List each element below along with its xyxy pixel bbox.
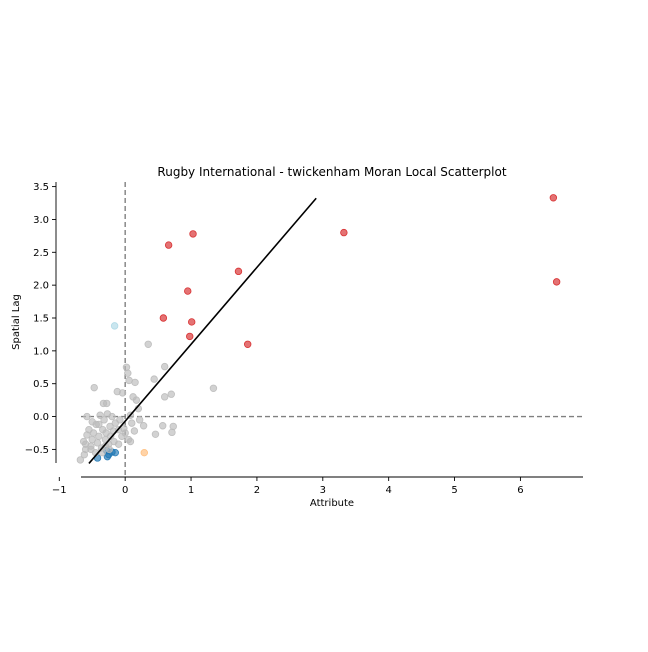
data-point-ns bbox=[108, 412, 116, 421]
data-point-ns bbox=[103, 399, 111, 408]
data-points bbox=[76, 194, 561, 464]
regression-line-group bbox=[88, 197, 317, 464]
x-tick-label: 3 bbox=[320, 485, 326, 496]
data-point-ns bbox=[151, 430, 160, 438]
data-point-hh bbox=[186, 332, 194, 341]
data-point-hh bbox=[189, 230, 197, 238]
data-point-ns bbox=[95, 432, 103, 440]
x-axis-label: Attribute bbox=[310, 498, 354, 509]
x-tick-label: 5 bbox=[451, 485, 457, 496]
data-point-ns bbox=[116, 416, 124, 424]
data-point-ns bbox=[124, 369, 132, 377]
x-tick-label: 4 bbox=[385, 485, 391, 496]
data-point-ns bbox=[92, 420, 100, 429]
axes: −1 0 1 2 3 4 5 6 −0.5 0.0 0.5 1.0 1.5 2.0 2.5 3.0 3.5 bbox=[25, 182, 583, 496]
x-tick-label: 1 bbox=[188, 485, 194, 496]
data-point-ns bbox=[209, 384, 218, 393]
data-point-ns bbox=[131, 378, 139, 387]
y-tick-label: 2.5 bbox=[33, 248, 49, 259]
chart-title: Rugby International - twickenham Moran L… bbox=[157, 165, 506, 179]
x-tick-label: 2 bbox=[254, 485, 260, 496]
y-tick-label: 3.0 bbox=[33, 215, 49, 226]
data-point-ns bbox=[128, 419, 136, 427]
data-point-ns bbox=[83, 412, 91, 421]
data-point-hh bbox=[549, 194, 558, 202]
data-point-hh bbox=[159, 314, 168, 322]
data-point-ns bbox=[160, 393, 169, 401]
data-point-hh bbox=[243, 340, 252, 348]
x-tick-label: −1 bbox=[52, 485, 67, 496]
y-axis-label: Spatial Lag bbox=[11, 294, 22, 350]
y-tick-label: 2.0 bbox=[33, 281, 49, 292]
data-point-hh bbox=[188, 318, 196, 326]
data-point-ns bbox=[167, 390, 175, 398]
regression-line bbox=[88, 197, 317, 464]
data-point-ns bbox=[130, 427, 139, 435]
y-tick-label: 3.5 bbox=[33, 182, 49, 193]
data-point-hh bbox=[340, 228, 348, 237]
data-point-ns bbox=[105, 445, 114, 454]
data-point-ns bbox=[90, 383, 98, 392]
data-point-ns bbox=[168, 428, 176, 437]
data-point-ns bbox=[159, 422, 167, 430]
data-point-ll bbox=[111, 448, 119, 457]
data-point-ns bbox=[100, 416, 108, 424]
x-tick-label: 0 bbox=[122, 485, 128, 496]
data-point-lh bbox=[110, 322, 119, 330]
reference-lines bbox=[81, 182, 583, 477]
data-point-ns bbox=[132, 396, 141, 404]
data-point-ns bbox=[150, 375, 158, 383]
data-point-ns bbox=[169, 422, 177, 431]
data-point-ns bbox=[89, 429, 98, 437]
data-point-ns bbox=[122, 363, 131, 371]
data-point-ns bbox=[139, 422, 148, 430]
data-point-ns bbox=[87, 445, 95, 454]
data-point-ll bbox=[103, 452, 112, 461]
x-tick-label: 6 bbox=[517, 485, 523, 496]
data-point-ns bbox=[126, 437, 135, 446]
data-point-ns bbox=[135, 416, 144, 424]
data-point-hl bbox=[140, 448, 148, 457]
data-point-ns bbox=[160, 362, 169, 371]
y-tick-label: −0.5 bbox=[25, 445, 49, 456]
data-point-hh bbox=[184, 287, 192, 295]
data-point-ns bbox=[121, 429, 129, 437]
y-tick-label: 1.0 bbox=[33, 346, 49, 357]
data-point-ns bbox=[96, 411, 104, 419]
y-tick-label: 0.5 bbox=[33, 379, 49, 390]
y-tick-label: 1.5 bbox=[33, 314, 49, 325]
data-point-ns bbox=[81, 440, 90, 448]
data-point-hh bbox=[164, 241, 173, 249]
y-tick-label: 0.0 bbox=[33, 412, 49, 423]
data-point-hh bbox=[234, 267, 243, 276]
data-point-ns bbox=[114, 440, 123, 448]
data-point-hh bbox=[552, 278, 561, 286]
data-point-ns bbox=[144, 340, 152, 348]
data-point-ns bbox=[76, 456, 85, 464]
data-point-ns bbox=[118, 389, 127, 397]
